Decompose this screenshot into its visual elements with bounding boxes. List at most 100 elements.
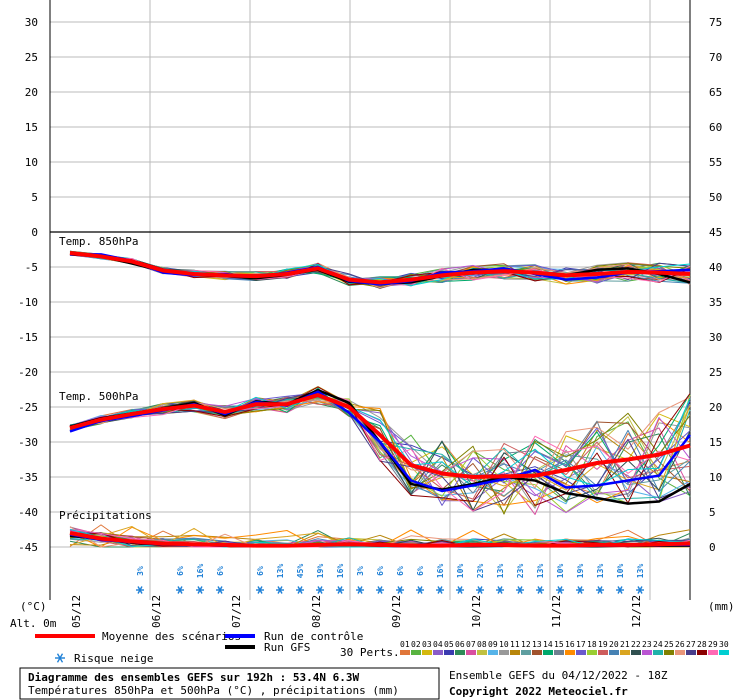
snow-risk-pct: 23% <box>516 564 525 579</box>
left-tick-label: 5 <box>31 191 38 204</box>
snowflake-icon <box>476 586 484 594</box>
pert-swatch <box>543 650 553 655</box>
snow-risk-pct: 13% <box>596 564 605 579</box>
snow-risk-row: 3% 6% 16% 6% 6% 13% 45% 19% 16% 3% 6% 6% 6% 16% 10% 23%… <box>136 564 645 594</box>
x-date-label: 06/12 <box>150 595 163 628</box>
pert-number: 08 <box>477 640 487 649</box>
snowflake-icon <box>536 586 544 594</box>
snow-risk-marker: 6% <box>396 566 405 594</box>
label-t500: Temp. 500hPa <box>59 390 138 403</box>
pert-swatch <box>422 650 432 655</box>
snowflake-icon <box>216 586 224 594</box>
footer-box <box>19 667 440 700</box>
snowflake-icon <box>456 586 464 594</box>
snowflake-icon <box>616 586 624 594</box>
snow-risk-marker: 10% <box>456 564 465 594</box>
pert-swatch <box>466 650 476 655</box>
snow-risk-marker: 19% <box>576 564 585 594</box>
x-date-label: 09/12 <box>390 595 403 628</box>
pert-number: 22 <box>631 640 641 649</box>
snowflake-icon <box>336 586 344 594</box>
snow-risk-marker: 6% <box>216 566 225 594</box>
snowflake-icon <box>176 586 184 594</box>
left-tick-label: -25 <box>18 401 38 414</box>
snow-risk-pct: 6% <box>216 566 225 576</box>
pert-swatch <box>708 650 718 655</box>
snowflake-icon <box>496 586 504 594</box>
snow-risk-pct: 19% <box>316 564 325 579</box>
snow-risk-marker: 6% <box>376 566 385 594</box>
snowflake-icon <box>296 586 304 594</box>
snow-risk-marker: 13% <box>636 564 645 594</box>
pert-number: 15 <box>554 640 564 649</box>
pert-number: 27 <box>686 640 696 649</box>
snow-risk-pct: 16% <box>436 564 445 579</box>
pert-swatch <box>587 650 597 655</box>
pert-number: 02 <box>411 640 421 649</box>
pert-swatch <box>400 650 410 655</box>
right-tick-label: 45 <box>709 226 722 239</box>
right-tick-label: 70 <box>709 51 722 64</box>
right-axis-unit: (mm) <box>708 600 735 613</box>
snow-risk-marker: 13% <box>496 564 505 594</box>
main-series <box>69 251 691 548</box>
legend: Moyenne des scénarios Run de contrôle Ru… <box>35 630 729 665</box>
pert-swatch <box>642 650 652 655</box>
pert-swatch <box>631 650 641 655</box>
snow-risk-pct: 19% <box>576 564 585 579</box>
pert-number: 21 <box>620 640 630 649</box>
snow-risk-pct: 13% <box>276 564 285 579</box>
snow-risk-marker: 23% <box>516 564 525 594</box>
pert-swatch <box>598 650 608 655</box>
snow-risk-pct: 6% <box>256 566 265 576</box>
right-tick-label: 10 <box>709 471 722 484</box>
mean-t850-line <box>69 251 691 285</box>
pert-swatch <box>455 650 465 655</box>
left-tick-label: -20 <box>18 366 38 379</box>
pert-number: 07 <box>466 640 476 649</box>
snow-risk-pct: 16% <box>196 564 205 579</box>
pert-number: 01 <box>400 640 410 649</box>
snow-risk-marker: 6% <box>176 566 185 594</box>
snow-risk-marker: 10% <box>616 564 625 594</box>
left-tick-label: 30 <box>25 16 38 29</box>
perts-label: 30 Perts. <box>340 646 400 659</box>
legend-control-label: Run de contrôle <box>264 630 363 643</box>
snow-risk-marker: 16% <box>196 564 205 594</box>
member-t500-line <box>69 391 691 515</box>
snow-risk-marker: 45% <box>296 564 305 594</box>
footer-copyright: Copyright 2022 Meteociel.fr <box>449 685 628 698</box>
x-date-label: 12/12 <box>630 595 643 628</box>
pert-number: 13 <box>532 640 542 649</box>
left-tick-label: -15 <box>18 331 38 344</box>
x-date-label: 05/12 <box>70 595 83 628</box>
x-date-label: 07/12 <box>230 595 243 628</box>
left-tick-label: 20 <box>25 86 38 99</box>
ensemble-members <box>69 250 691 548</box>
pert-swatch <box>554 650 564 655</box>
right-tick-label: 40 <box>709 261 722 274</box>
snow-risk-pct: 6% <box>176 566 185 576</box>
snowflake-icon <box>596 586 604 594</box>
pert-number: 14 <box>543 640 553 649</box>
pert-swatch <box>609 650 619 655</box>
left-axis-ticks: 30 25 20 15 10 5 0 -5 -10 -15 -20 -25 -30 -35 -40 -45 <box>18 16 38 554</box>
left-tick-label: -10 <box>18 296 38 309</box>
left-tick-label: -45 <box>18 541 38 554</box>
pert-swatch <box>653 650 663 655</box>
pert-swatch <box>675 650 685 655</box>
snow-risk-marker: 16% <box>336 564 345 594</box>
pert-swatch <box>532 650 542 655</box>
snowflake-icon <box>136 586 144 594</box>
snow-risk-pct: 13% <box>636 564 645 579</box>
snow-risk-pct: 10% <box>456 564 465 579</box>
left-tick-label: 15 <box>25 121 38 134</box>
snowflake-icon <box>576 586 584 594</box>
pert-swatch <box>664 650 674 655</box>
legend-mean-label: Moyenne des scénarios <box>102 630 241 643</box>
snow-risk-pct: 45% <box>296 564 305 579</box>
pert-number: 25 <box>664 640 674 649</box>
snowflake-icon <box>516 586 524 594</box>
right-tick-label: 35 <box>709 296 722 309</box>
